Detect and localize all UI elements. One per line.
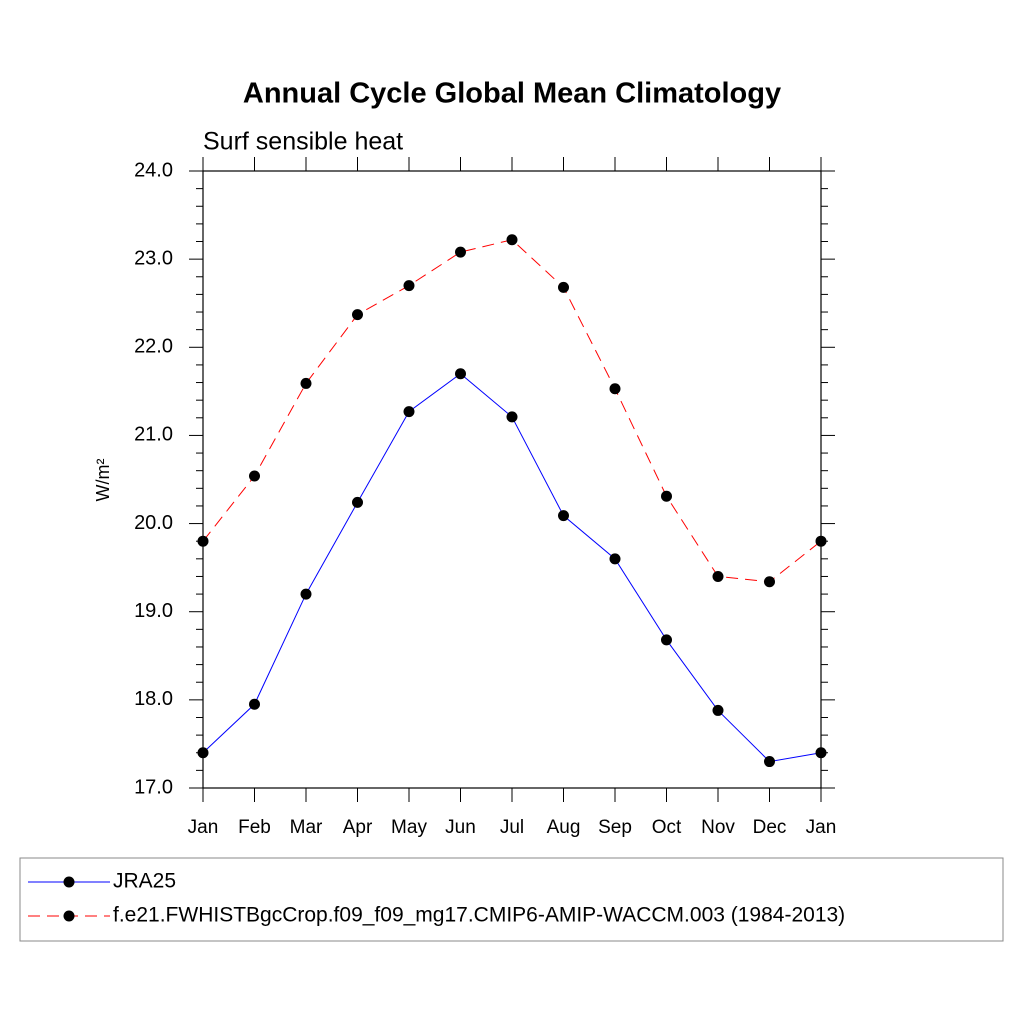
y-tick-label: 20.0 — [134, 512, 173, 534]
data-point — [249, 470, 260, 482]
series-line — [202, 239, 822, 583]
legend-label: JRA25 — [113, 870, 176, 893]
data-point — [197, 535, 209, 547]
y-tick-label: 19.0 — [134, 600, 173, 622]
x-tick-label: Feb — [238, 817, 271, 838]
data-point — [661, 490, 672, 502]
x-tick-label: Dec — [753, 817, 787, 838]
data-point — [764, 756, 775, 768]
data-point — [197, 747, 209, 759]
data-point — [403, 406, 415, 418]
x-tick-label: Apr — [343, 817, 373, 838]
y-tick-label: 18.0 — [134, 688, 173, 710]
x-tick-label: May — [391, 817, 427, 838]
data-point — [712, 570, 724, 582]
data-point — [506, 411, 518, 423]
data-point — [609, 383, 621, 395]
y-axis-label: W/m² — [93, 459, 113, 502]
data-point — [661, 634, 672, 646]
y-tick-label: 21.0 — [134, 424, 173, 446]
data-point — [764, 576, 775, 588]
data-point — [558, 281, 569, 293]
data-point — [352, 496, 363, 508]
data-point — [815, 535, 827, 547]
x-tick-label: Jun — [445, 817, 476, 838]
series-line — [202, 373, 822, 763]
data-point — [300, 588, 312, 600]
y-tick-label: 23.0 — [134, 247, 173, 269]
data-point — [712, 704, 724, 716]
data-point — [815, 747, 827, 759]
data-point — [506, 234, 518, 246]
data-point — [249, 698, 260, 710]
data-point — [352, 309, 363, 321]
chart-subtitle: Surf sensible heat — [203, 128, 403, 156]
y-tick-label: 24.0 — [134, 159, 173, 181]
x-tick-label: Mar — [290, 817, 323, 838]
data-point — [403, 280, 415, 292]
legend-box — [19, 857, 1004, 942]
legend-marker — [63, 910, 75, 922]
legend-marker — [63, 876, 75, 888]
x-tick-label: Jan — [188, 817, 219, 838]
data-point — [455, 246, 466, 258]
y-tick-label: 17.0 — [134, 776, 173, 798]
x-tick-label: Sep — [598, 817, 632, 838]
x-tick-label: Nov — [701, 817, 735, 838]
chart-title: Annual Cycle Global Mean Climatology — [243, 78, 781, 110]
x-tick-label: Oct — [652, 817, 682, 838]
legend-label: f.e21.FWHISTBgcCrop.f09_f09_mg17.CMIP6-A… — [113, 904, 845, 927]
y-tick-label: 22.0 — [134, 336, 173, 358]
data-point — [609, 553, 621, 565]
x-tick-label: Jan — [806, 817, 837, 838]
data-point — [300, 377, 312, 389]
x-tick-label: Aug — [547, 817, 581, 838]
plot-frame — [202, 170, 822, 789]
data-point — [558, 510, 569, 522]
x-tick-label: Jul — [500, 817, 524, 838]
data-point — [455, 368, 466, 380]
